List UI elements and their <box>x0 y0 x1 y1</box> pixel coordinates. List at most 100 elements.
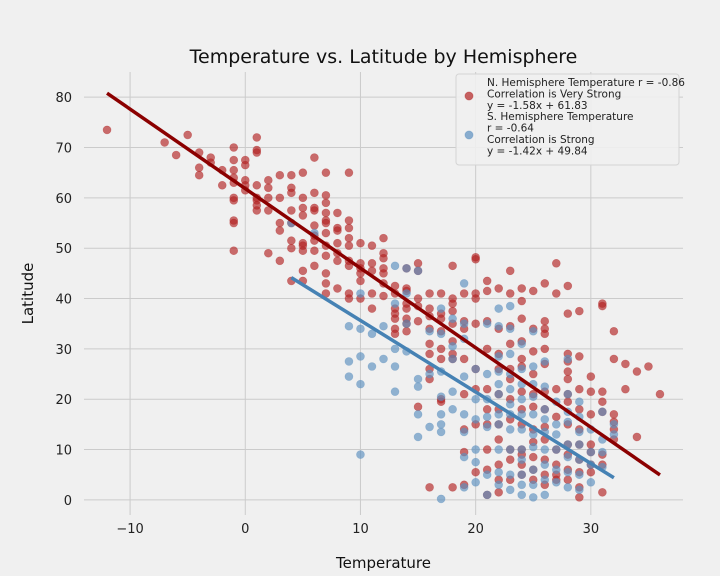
scatter-point <box>517 455 527 464</box>
scatter-point <box>528 326 538 336</box>
scatter-point <box>517 314 527 323</box>
scatter-point <box>505 324 515 334</box>
scatter-point <box>482 276 492 286</box>
y-tick-label: 80 <box>55 91 72 106</box>
y-tick-label: 70 <box>55 142 72 157</box>
scatter-point <box>356 352 365 361</box>
scatter-point <box>482 470 492 480</box>
scatter-point <box>356 379 365 389</box>
scatter-point <box>528 369 538 379</box>
scatter-point <box>298 266 308 276</box>
legend: N. Hemisphere Temperature r = -0.86Corre… <box>455 73 685 166</box>
scatter-point <box>194 170 204 180</box>
scatter-point <box>436 410 446 419</box>
scatter-point <box>540 415 550 424</box>
scatter-point <box>505 339 515 349</box>
scatter-point <box>275 170 285 180</box>
scatter-point <box>310 246 319 256</box>
scatter-point <box>528 402 538 412</box>
scatter-point <box>379 354 388 364</box>
scatter-point <box>402 289 411 298</box>
scatter-point <box>528 480 538 490</box>
scatter-point <box>264 175 273 185</box>
scatter-point <box>390 261 400 271</box>
scatter-point <box>494 352 503 361</box>
scatter-point <box>459 427 469 437</box>
scatter-point <box>586 440 596 449</box>
x-axis-label: Temperature <box>335 554 431 572</box>
scatter-point <box>413 316 423 326</box>
scatter-point <box>540 316 550 326</box>
scatter-point <box>402 264 411 273</box>
scatter-point <box>494 435 503 444</box>
y-axis-label: Latitude <box>19 263 37 325</box>
scatter-point <box>356 324 365 334</box>
y-tick-label: 40 <box>55 293 72 308</box>
scatter-point <box>517 296 527 306</box>
scatter-point <box>586 477 596 487</box>
scatter-point <box>540 475 550 485</box>
scatter-point <box>563 467 573 477</box>
scatter-point <box>540 357 550 366</box>
scatter-point <box>229 196 239 205</box>
scatter-point <box>425 304 434 313</box>
scatter-point <box>528 410 538 419</box>
scatter-point <box>575 427 584 437</box>
tick-labels: −10 0 10 20 30 0 10 20 30 40 50 60 70 80 <box>55 91 599 537</box>
legend-entry-text: Correlation is Very Strong <box>487 89 621 101</box>
scatter-point <box>528 465 538 474</box>
scatter-point <box>540 490 550 500</box>
scatter-point <box>321 168 331 177</box>
scatter-point <box>413 258 423 268</box>
legend-entry-text: r = -0.64 <box>487 123 534 135</box>
scatter-point <box>425 422 434 432</box>
south-regression-line <box>290 276 615 480</box>
y-tick-label: 20 <box>55 393 72 408</box>
scatter-point <box>644 362 653 371</box>
scatter-point <box>609 410 619 419</box>
scatter-point <box>425 339 434 349</box>
scatter-point <box>379 321 388 331</box>
scatter-point <box>459 389 469 399</box>
scatter-point <box>575 470 584 480</box>
scatter-point <box>298 193 308 203</box>
scatter-point <box>494 367 503 376</box>
scatter-point <box>494 389 503 399</box>
y-tick-label: 10 <box>55 444 72 459</box>
scatter-point <box>575 440 584 449</box>
scatter-point <box>425 349 434 359</box>
scatter-point <box>540 329 550 339</box>
scatter-point <box>598 387 607 396</box>
scatter-point <box>344 294 354 303</box>
scatter-point <box>494 467 503 477</box>
scatter-point <box>298 203 308 213</box>
scatter-point <box>482 319 492 329</box>
scatter-point <box>494 460 503 469</box>
scatter-point <box>471 445 480 454</box>
scatter-point <box>471 415 480 424</box>
scatter-point <box>459 483 469 492</box>
scatter-point <box>586 467 596 477</box>
scatter-point <box>171 150 181 160</box>
scatter-point <box>482 490 492 500</box>
scatter-point <box>459 289 469 298</box>
scatter-point <box>517 339 527 349</box>
scatter-point <box>448 306 457 316</box>
scatter-point <box>240 160 250 170</box>
scatter-point <box>321 198 331 208</box>
scatter-point <box>287 170 296 180</box>
scatter-point <box>517 470 527 480</box>
scatter-point <box>413 266 423 276</box>
scatter-point <box>183 130 192 140</box>
scatter-point <box>436 354 446 364</box>
scatter-point <box>482 422 492 432</box>
scatter-point <box>390 299 400 308</box>
scatter-point <box>551 384 561 394</box>
legend-entry-text: S. Hemisphere Temperature <box>487 111 634 123</box>
scatter-point <box>229 143 239 152</box>
scatter-point <box>310 261 319 271</box>
scatter-point <box>333 226 342 235</box>
scatter-point <box>528 493 538 502</box>
scatter-point <box>540 460 550 469</box>
scatter-point <box>310 153 319 162</box>
